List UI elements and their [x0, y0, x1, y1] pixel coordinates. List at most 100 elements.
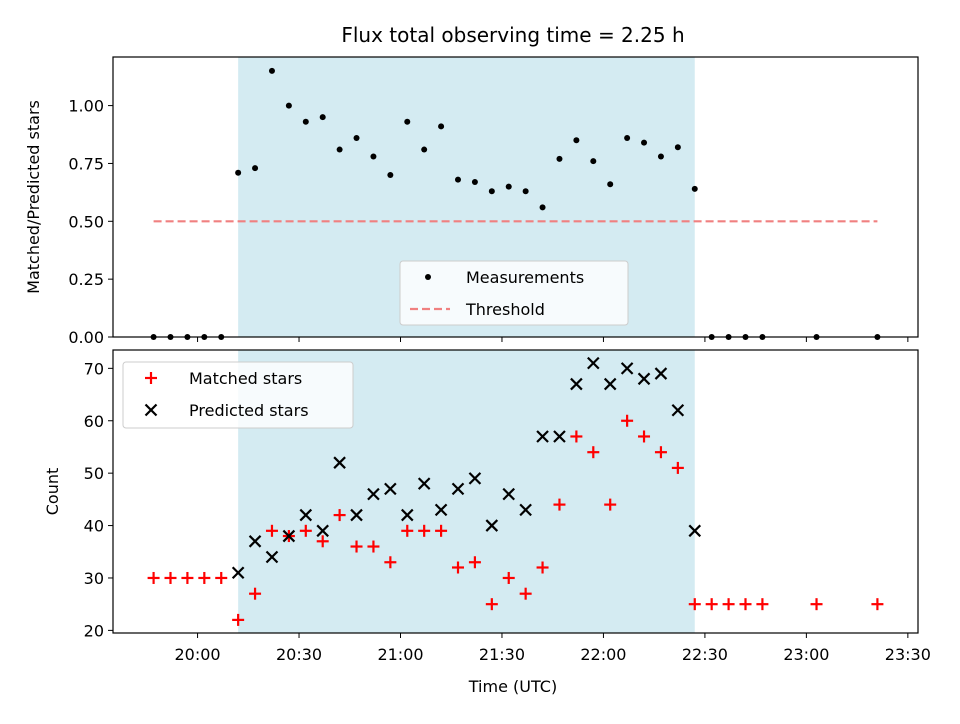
data-point	[215, 571, 228, 584]
y-tick-label: 20	[84, 621, 104, 640]
data-point	[688, 598, 701, 611]
x-b	[367, 487, 380, 501]
data-point	[434, 503, 448, 517]
data-point	[688, 524, 702, 538]
data-point	[455, 176, 461, 183]
data-point	[553, 498, 566, 511]
x-b	[333, 456, 346, 469]
x-b	[671, 403, 685, 417]
data-point	[539, 204, 546, 211]
x-b	[603, 377, 617, 391]
y-tick-label: 30	[84, 569, 104, 588]
data-point	[519, 587, 532, 600]
data-point	[147, 571, 160, 584]
axes-frame	[112, 349, 919, 634]
x-tick-label: 23:30	[885, 645, 931, 664]
legend-box	[399, 260, 629, 326]
legend-swatch	[144, 403, 158, 417]
data-point	[641, 139, 648, 146]
x-axis-label: Time (UTC)	[468, 677, 557, 696]
data-point	[505, 183, 512, 190]
data-point	[654, 367, 668, 380]
data-point	[248, 535, 262, 548]
x-b	[282, 529, 296, 543]
data-point	[350, 508, 363, 522]
x-b	[570, 377, 583, 391]
x-tick-label: 20:30	[276, 645, 322, 664]
axes-frame	[112, 56, 919, 338]
data-point	[421, 146, 428, 153]
data-point	[316, 535, 329, 548]
x-b	[536, 430, 549, 443]
data-point	[603, 377, 617, 391]
data-point	[336, 146, 343, 153]
panel-ratio: 0.00 0.25 0.50 0.75 1.00 Matched/Predicted st…	[24, 56, 919, 347]
data-point	[249, 587, 262, 600]
data-point	[502, 487, 516, 501]
data-point	[756, 598, 769, 611]
data-point	[468, 556, 481, 569]
y-axis-label: Count	[43, 468, 62, 516]
legend-box	[122, 361, 354, 429]
data-point	[232, 613, 245, 626]
data-point	[384, 482, 397, 496]
legend: Matched stars Predicted stars	[122, 361, 354, 429]
data-point	[418, 524, 431, 537]
data-point	[705, 598, 718, 611]
data-point	[235, 169, 242, 176]
data-point	[671, 403, 685, 417]
data-point	[488, 188, 495, 195]
data-point	[417, 477, 431, 490]
data-point	[164, 571, 177, 584]
data-point	[367, 540, 380, 553]
x-b	[485, 519, 499, 532]
x-b	[231, 566, 245, 580]
data-point	[522, 188, 529, 195]
legend-entry: Threshold	[465, 300, 545, 319]
data-point	[637, 372, 651, 386]
x-b	[265, 550, 279, 564]
x-b	[519, 503, 532, 517]
y-tick-label: 60	[84, 412, 104, 431]
x-b	[451, 482, 465, 496]
data-point	[654, 446, 667, 459]
chart-title: Flux total observing time = 2.25 h	[341, 23, 684, 47]
data-point	[671, 461, 684, 474]
data-point	[370, 153, 377, 160]
data-point	[268, 67, 275, 74]
panel-counts: 20 30 40 50 60 70 20:00 20:30 21:00 21:30 22:00 22:…	[43, 349, 931, 664]
data-point	[181, 571, 194, 584]
x-b	[553, 430, 566, 443]
data-point	[299, 508, 313, 522]
data-point	[674, 144, 681, 151]
x-b	[144, 403, 158, 417]
x-b	[384, 482, 397, 496]
data-point	[502, 571, 515, 584]
legend-entry: Matched stars	[189, 369, 302, 388]
x-tick-label: 20:00	[175, 645, 221, 664]
data-point	[810, 598, 823, 611]
x-tick-label: 22:00	[580, 645, 626, 664]
data-point	[604, 498, 617, 511]
x-tick-label: 22:30	[682, 645, 728, 664]
x-tick-label: 21:00	[377, 645, 423, 664]
data-point	[302, 118, 309, 125]
data-point	[282, 529, 296, 543]
data-point	[404, 118, 411, 125]
data-point	[468, 472, 482, 485]
data-point	[536, 430, 549, 443]
x-b	[299, 508, 313, 522]
data-point	[353, 134, 360, 141]
data-point	[553, 430, 566, 443]
legend-swatch	[145, 372, 157, 384]
y-axis-label: Matched/Predicted stars	[24, 100, 43, 294]
data-point	[621, 414, 634, 427]
data-point	[401, 524, 414, 537]
data-point	[451, 482, 465, 496]
x-tick-label: 23:00	[783, 645, 829, 664]
legend: Measurements Threshold	[399, 260, 629, 326]
x-b	[620, 362, 634, 375]
data-point	[587, 446, 600, 459]
data-point	[485, 519, 499, 532]
data-point	[739, 598, 752, 611]
